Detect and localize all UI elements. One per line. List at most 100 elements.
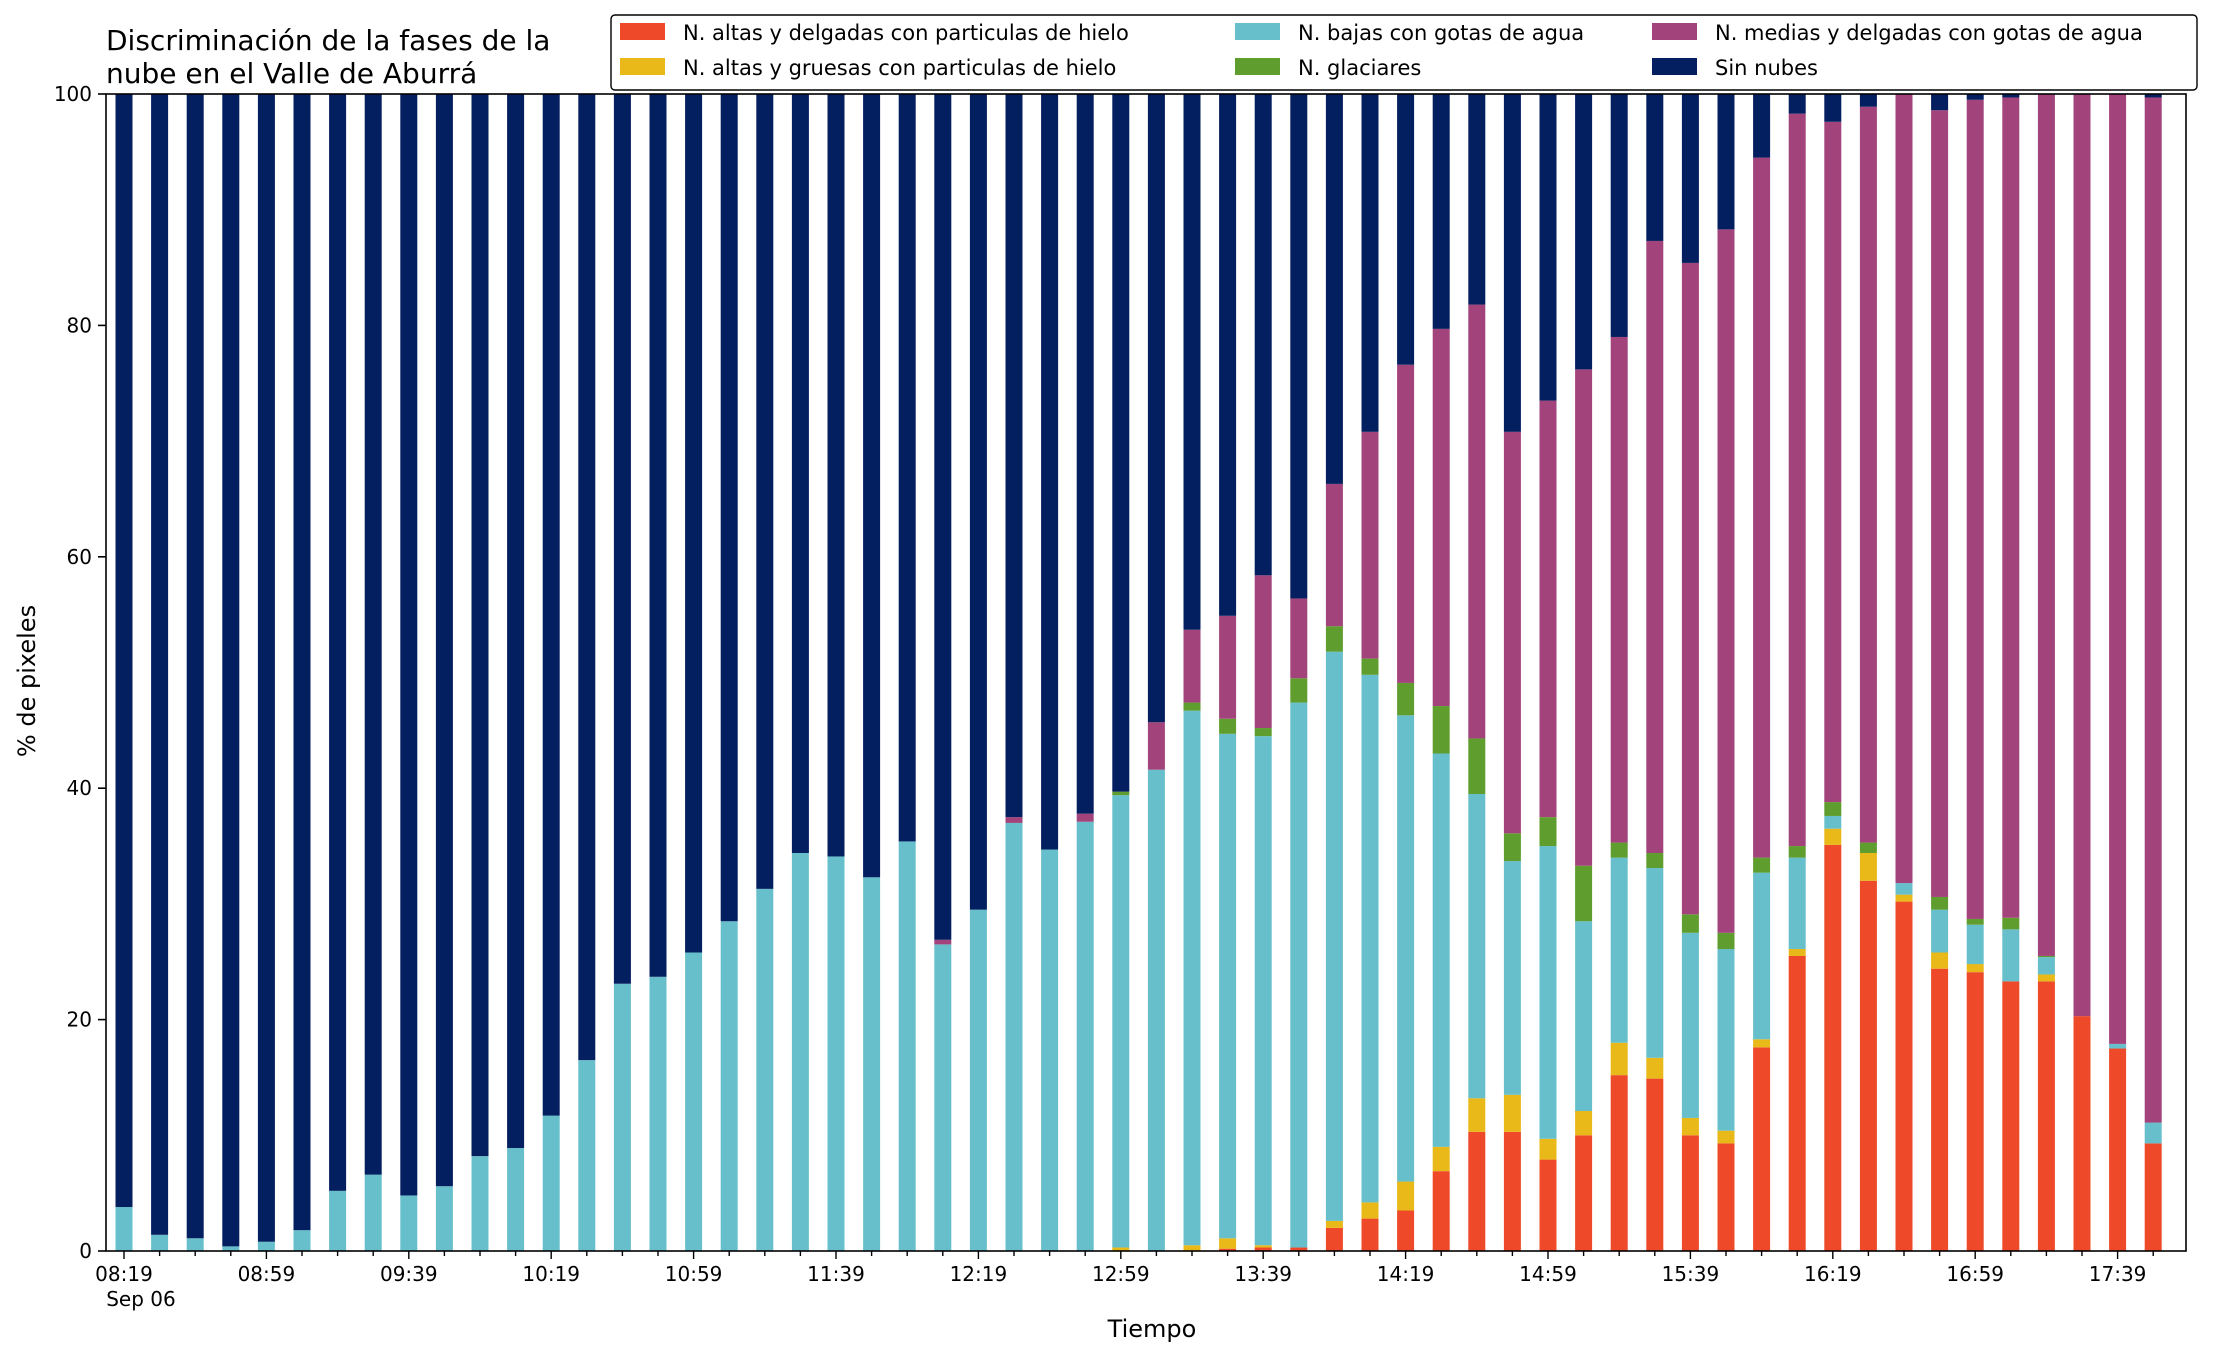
bar-segment-s2-27	[1076, 821, 1094, 1251]
bar-segment-s5-57	[2144, 94, 2162, 98]
bars-layer	[115, 94, 2162, 1251]
bar-segment-s3-42	[1610, 842, 1628, 858]
bar-segment-s5-49	[1859, 94, 1877, 107]
bar-segment-s0-54	[2037, 981, 2055, 1251]
bar-segment-s5-13	[578, 94, 596, 1061]
legend-label-0: N. altas y delgadas con particulas de hi…	[683, 21, 1129, 45]
x-tick-label-9: 14:19	[1377, 1262, 1435, 1286]
legend-box	[610, 14, 2198, 91]
bar-segment-s5-34	[1325, 94, 1343, 484]
bar-segment-s5-10	[471, 94, 489, 1157]
bar-segment-s5-37	[1432, 94, 1450, 329]
bar-segment-s1-47	[1788, 949, 1806, 956]
bar-segment-s0-39	[1503, 1131, 1521, 1251]
bar-segment-s2-54	[2037, 957, 2055, 975]
bar-segment-s1-44	[1681, 1117, 1699, 1136]
bar-segment-s3-43	[1646, 852, 1664, 869]
bar-segment-s4-44	[1681, 262, 1699, 915]
bar-segment-s1-51	[1931, 952, 1949, 969]
bar-segment-s4-47	[1788, 113, 1806, 847]
bar-segment-s5-0	[115, 94, 133, 1208]
x-tick-label-5: 11:39	[807, 1262, 865, 1286]
bar-segment-s2-53	[2002, 929, 2020, 982]
bar-segment-s4-49	[1859, 106, 1877, 843]
bar-segment-s4-55	[2073, 94, 2091, 1017]
chart-title-line-1: Discriminación de la fases de la	[106, 24, 550, 57]
bar-segment-s2-44	[1681, 932, 1699, 1118]
bar-segment-s0-37	[1432, 1171, 1450, 1251]
bar-segment-s2-36	[1397, 715, 1415, 1182]
bar-segment-s3-36	[1397, 682, 1415, 716]
bar-segment-s4-46	[1753, 157, 1771, 858]
bar-segment-s2-19	[791, 852, 809, 1251]
bar-segment-s1-37	[1432, 1146, 1450, 1172]
bar-segment-s5-33	[1290, 94, 1308, 599]
bar-segment-s5-16	[685, 94, 703, 953]
bar-segment-s3-44	[1681, 914, 1699, 933]
legend-swatch-5	[1652, 58, 1697, 75]
bar-segment-s3-54	[2037, 955, 2055, 958]
bar-segment-s5-45	[1717, 94, 1735, 230]
bar-segment-s2-35	[1361, 674, 1379, 1203]
bar-segment-s4-40	[1539, 400, 1557, 818]
legend-label-1: N. altas y gruesas con particulas de hie…	[683, 56, 1116, 80]
y-tick-label-2: 40	[67, 776, 92, 800]
bar-segment-s3-45	[1717, 932, 1735, 950]
bar-segment-s1-39	[1503, 1094, 1521, 1132]
legend-label-3: N. glaciares	[1298, 56, 1421, 80]
bar-segment-s3-48	[1824, 802, 1842, 816]
bar-segment-s2-33	[1290, 702, 1308, 1248]
bar-segment-s1-50	[1895, 894, 1913, 902]
bar-segment-s5-52	[1966, 94, 1984, 100]
x-tick-label-8: 13:39	[1234, 1262, 1292, 1286]
x-tick-label-10: 14:59	[1519, 1262, 1577, 1286]
bar-segment-s5-8	[400, 94, 418, 1196]
bar-segment-s2-47	[1788, 857, 1806, 950]
y-tick-label-1: 20	[67, 1008, 92, 1032]
bar-segment-s2-25	[1005, 822, 1023, 1251]
x-tick-label-2: 09:39	[380, 1262, 438, 1286]
bar-segment-s2-16	[685, 952, 703, 1251]
x-tick-label-12: 16:19	[1804, 1262, 1862, 1286]
bar-segment-s1-42	[1610, 1042, 1628, 1076]
bar-segment-s2-26	[1041, 849, 1059, 1251]
bar-segment-s1-46	[1753, 1039, 1771, 1048]
bar-segment-s2-56	[2109, 1043, 2127, 1049]
bar-segment-s3-49	[1859, 842, 1877, 853]
bar-segment-s1-43	[1646, 1057, 1664, 1079]
bar-segment-s2-10	[471, 1156, 489, 1251]
bar-segment-s0-44	[1681, 1135, 1699, 1251]
legend-swatch-0	[620, 23, 665, 40]
bar-segment-s0-35	[1361, 1218, 1379, 1251]
bar-segment-s2-51	[1931, 909, 1949, 953]
bar-segment-s5-51	[1931, 94, 1949, 111]
bar-segment-s1-28	[1112, 1247, 1130, 1251]
legend-swatch-2	[1235, 23, 1280, 40]
bar-segment-s0-38	[1468, 1131, 1486, 1251]
bar-segment-s2-14	[613, 983, 631, 1251]
y-tick-label-5: 100	[54, 82, 92, 106]
bar-segment-s0-49	[1859, 880, 1877, 1251]
bar-segment-s2-9	[435, 1186, 453, 1251]
bar-segment-s4-31	[1219, 615, 1237, 719]
bar-segment-s0-42	[1610, 1075, 1628, 1251]
bar-segment-s5-17	[720, 94, 738, 922]
bar-segment-s2-42	[1610, 857, 1628, 1043]
bar-segment-s2-23	[934, 944, 952, 1251]
bar-segment-s2-38	[1468, 793, 1486, 1099]
bar-segment-s5-18	[756, 94, 774, 889]
bar-segment-s3-40	[1539, 817, 1557, 847]
bar-segment-s4-45	[1717, 229, 1735, 933]
bar-segment-s4-34	[1325, 483, 1343, 627]
bar-segment-s4-23	[934, 939, 952, 945]
y-tick-label-4: 80	[67, 313, 92, 337]
bar-segment-s4-43	[1646, 240, 1664, 853]
bar-segment-s4-42	[1610, 336, 1628, 843]
bar-segment-s2-24	[969, 909, 987, 1251]
bar-segment-s2-20	[827, 856, 845, 1251]
bar-segment-s3-34	[1325, 626, 1343, 652]
bar-segment-s2-4	[257, 1241, 275, 1251]
bar-segment-s3-52	[1966, 918, 1984, 925]
legend-label-2: N. bajas con gotas de agua	[1298, 21, 1584, 45]
